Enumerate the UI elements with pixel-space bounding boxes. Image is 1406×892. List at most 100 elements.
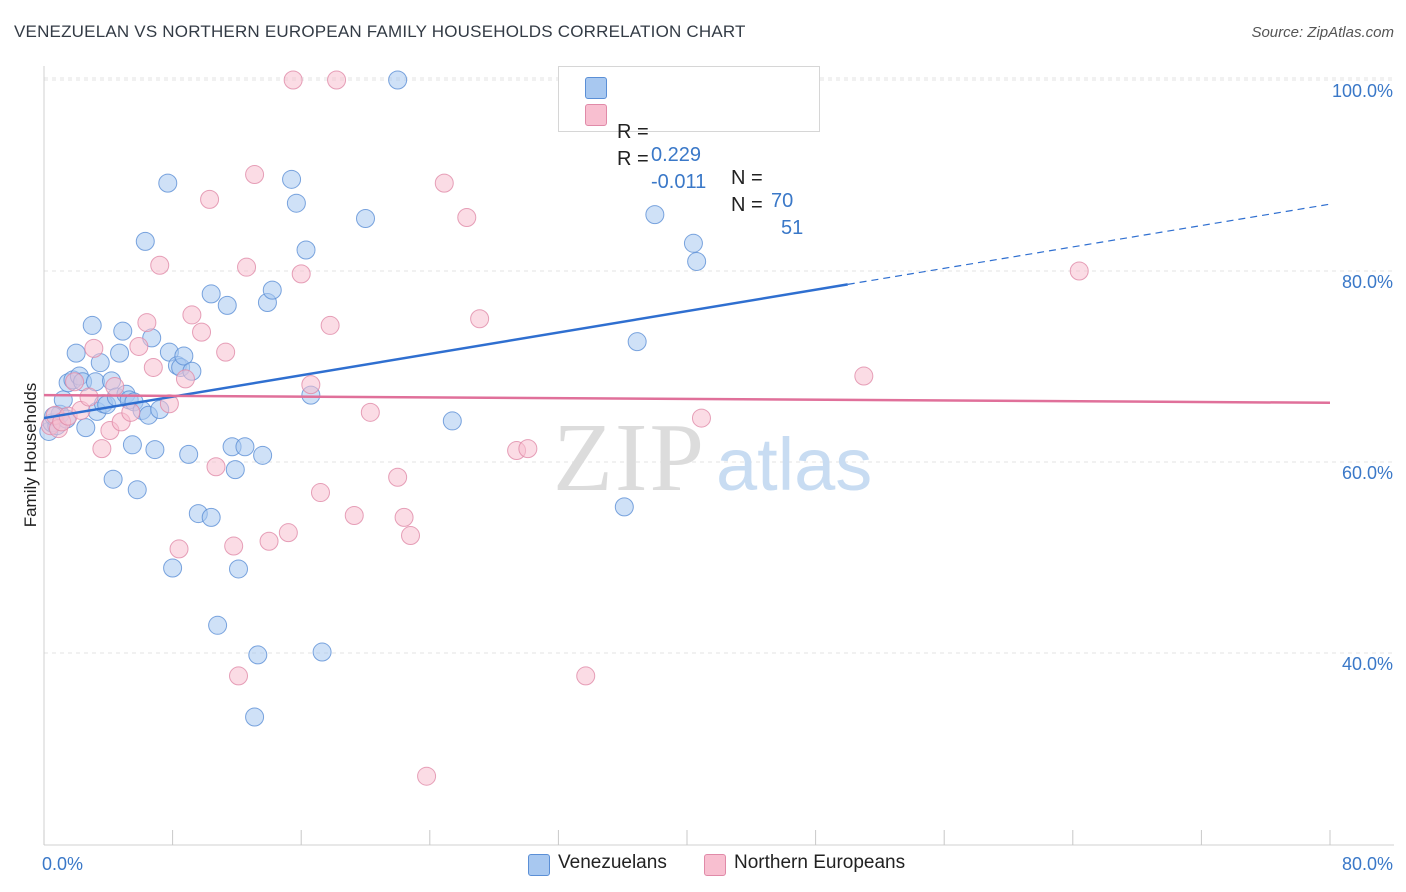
- data-point: [262, 280, 282, 300]
- legend-r-label: R =: [617, 148, 649, 170]
- data-point: [216, 342, 236, 362]
- data-point: [163, 558, 183, 578]
- data-point: [217, 295, 237, 315]
- data-point: [235, 437, 255, 457]
- data-point: [854, 366, 874, 386]
- data-point: [158, 173, 178, 193]
- series-layer: [39, 70, 1089, 786]
- data-point: [121, 402, 141, 422]
- data-point: [248, 645, 268, 665]
- data-point: [110, 343, 130, 363]
- data-point: [360, 402, 380, 422]
- data-point: [92, 439, 112, 459]
- axes: [43, 66, 1394, 846]
- data-point: [327, 70, 347, 90]
- data-point: [143, 357, 163, 377]
- y-tick-label: 80.0%: [1342, 272, 1393, 292]
- data-point: [388, 70, 408, 90]
- legend: R = 0.229 N = 70 R = -0.011 N = 51: [558, 66, 820, 239]
- data-point: [344, 505, 364, 525]
- source-credit: Source: ZipAtlas.com: [1251, 24, 1394, 41]
- legend-label-northern-europeans: Northern Europeans: [734, 852, 906, 873]
- watermark-zip: ZIP: [553, 404, 706, 512]
- data-point: [66, 343, 86, 363]
- data-point: [283, 70, 303, 90]
- data-point: [518, 439, 538, 459]
- y-tick-label: 60.0%: [1342, 463, 1393, 483]
- data-point: [627, 332, 647, 352]
- legend-swatch-venezuelans: [585, 77, 607, 99]
- legend-swatch-northern-europeans: [704, 854, 726, 876]
- data-point: [286, 193, 306, 213]
- data-point: [105, 377, 125, 397]
- data-point: [103, 469, 123, 489]
- data-point: [122, 435, 142, 455]
- data-point: [401, 526, 421, 546]
- data-point: [245, 707, 265, 727]
- legend-r-value: 0.229: [651, 144, 702, 166]
- trend-line-extension: [847, 203, 1331, 285]
- data-point: [145, 440, 165, 460]
- data-point: [129, 336, 149, 356]
- legend-row-northern-europeans: R = -0.011 N = 51: [559, 102, 803, 239]
- data-point: [687, 251, 707, 271]
- data-point: [150, 255, 170, 275]
- data-point: [296, 240, 316, 260]
- legend-n-value: 70: [771, 190, 794, 212]
- data-point: [182, 305, 202, 325]
- data-point: [82, 315, 102, 335]
- data-point: [200, 189, 220, 209]
- legend-swatch-northern-europeans: [585, 104, 607, 126]
- y-tick-label: 100.0%: [1332, 81, 1393, 101]
- legend-swatch-venezuelans: [528, 854, 550, 876]
- data-point: [201, 507, 221, 527]
- legend-n-value: 51: [781, 217, 804, 239]
- watermark: ZIP atlas: [553, 404, 872, 512]
- data-point: [192, 322, 212, 342]
- series-legend: Venezuelans Northern Europeans: [0, 852, 1406, 878]
- data-point: [229, 666, 249, 686]
- data-point: [470, 309, 490, 329]
- data-point: [417, 766, 437, 786]
- legend-n-label: N =: [731, 194, 763, 216]
- x-tick-label: 80.0%: [1342, 854, 1393, 874]
- data-point: [683, 233, 703, 253]
- data-point: [614, 497, 634, 517]
- data-point: [113, 321, 133, 341]
- legend-n-label: N =: [731, 167, 763, 189]
- tick-labels: 40.0% 60.0% 80.0% 100.0% 0.0% 80.0%: [42, 81, 1393, 874]
- chart-title: VENEZUELAN VS NORTHERN EUROPEAN FAMILY H…: [14, 22, 746, 41]
- series-northern-europeans: [40, 70, 1089, 786]
- data-point: [208, 615, 228, 635]
- data-point: [282, 169, 302, 189]
- data-point: [278, 523, 298, 543]
- data-point: [291, 264, 311, 284]
- data-point: [79, 387, 99, 407]
- data-point: [356, 208, 375, 228]
- data-point: [225, 460, 245, 480]
- data-point: [65, 372, 85, 392]
- data-point: [175, 369, 195, 389]
- data-point: [137, 313, 157, 333]
- data-point: [84, 338, 104, 358]
- data-point: [201, 284, 221, 304]
- data-point: [76, 418, 96, 438]
- data-point: [229, 559, 249, 579]
- data-point: [237, 257, 257, 277]
- data-point: [224, 536, 244, 556]
- data-point: [135, 231, 155, 251]
- y-tick-label: 40.0%: [1342, 654, 1393, 674]
- data-point: [388, 467, 408, 487]
- legend-label-venezuelans: Venezuelans: [558, 852, 667, 873]
- legend-row-venezuelans: R = 0.229 N = 70: [559, 75, 793, 212]
- data-point: [206, 457, 226, 477]
- watermark-atlas: atlas: [716, 423, 872, 506]
- data-point: [457, 208, 477, 228]
- data-point: [169, 539, 189, 559]
- data-point: [179, 444, 199, 464]
- x-tick-label: 0.0%: [42, 854, 83, 874]
- data-point: [310, 483, 330, 503]
- data-point: [1069, 261, 1089, 281]
- data-point: [127, 480, 147, 500]
